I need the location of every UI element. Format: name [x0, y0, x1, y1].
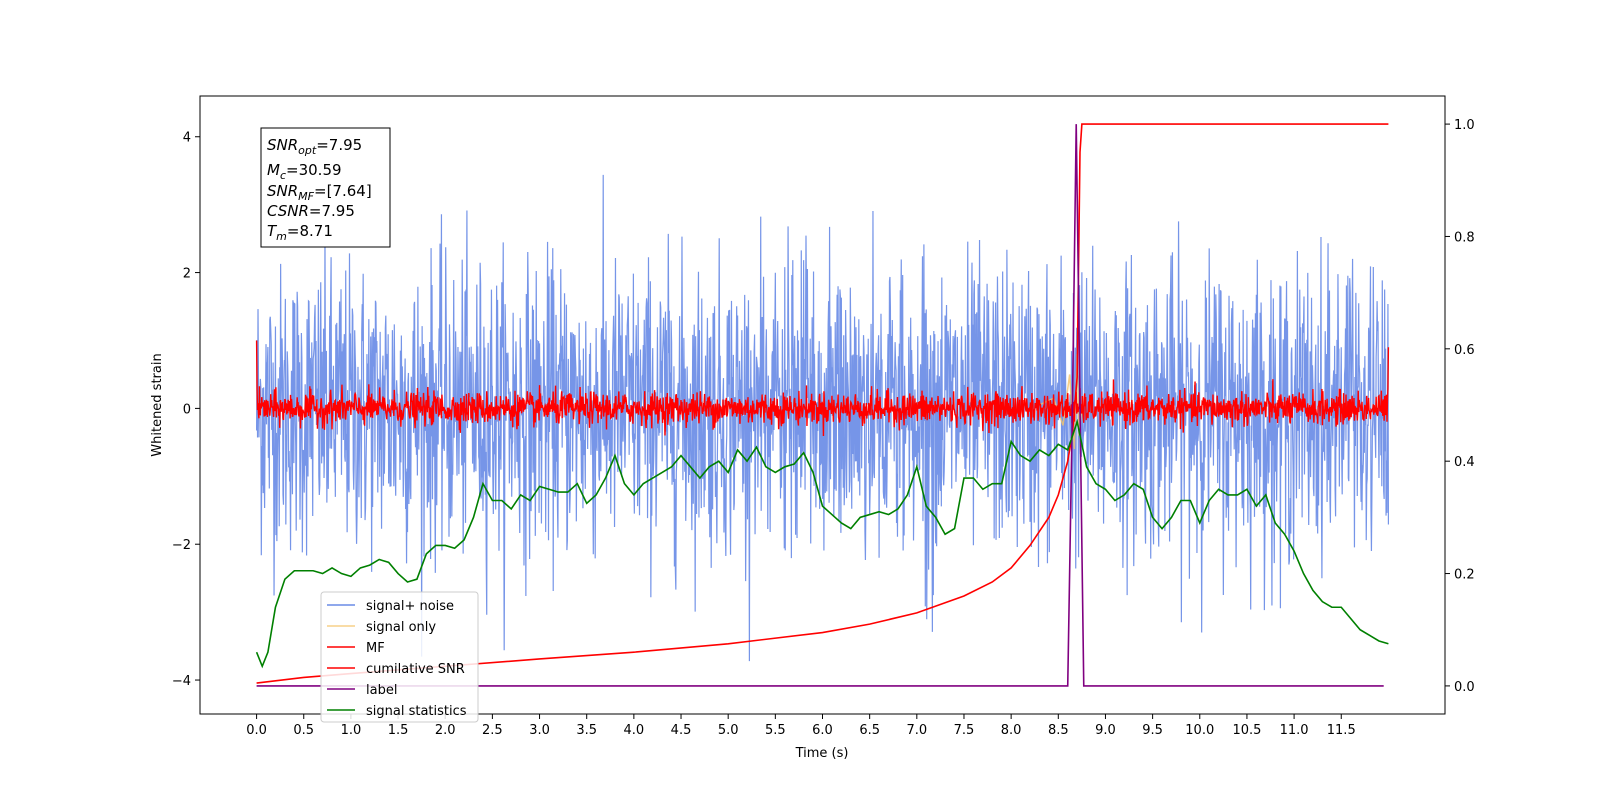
- info-mc: Mc=30.59: [267, 161, 342, 182]
- info-box: SNRopt=7.95 Mc=30.59 SNRMF=[7.64] CSNR=7…: [260, 127, 391, 248]
- series-cumilative-snr: [256, 123, 1389, 684]
- y2-tick-label: 1.0: [1454, 118, 1475, 133]
- series-signal-statistics: [255, 418, 1389, 669]
- x-tick-label: 6.5: [859, 723, 880, 738]
- x-tick-label: 2.0: [435, 723, 456, 738]
- y-axis-left: −4 −2 0 2 4: [172, 131, 200, 689]
- signal-statistics-line: [255, 418, 1389, 669]
- y-tick-label: −2: [172, 538, 191, 553]
- x-tick-label: 2.5: [482, 723, 503, 738]
- x-axis-title: Time (s): [795, 746, 849, 761]
- x-tick-label: 4.5: [671, 723, 692, 738]
- legend-label: cumilative SNR: [366, 662, 465, 677]
- info-tm: Tm=8.71: [267, 222, 333, 243]
- cumilative-snr-line: [256, 123, 1389, 684]
- legend-label: signal+ noise: [366, 599, 454, 614]
- x-tick-label: 7.0: [906, 723, 927, 738]
- legend: signal+ noise signal only MF cumilative SNR…: [320, 591, 479, 723]
- y2-tick-label: 0.2: [1454, 568, 1475, 583]
- mf-line: [255, 340, 1390, 436]
- y2-tick-label: 0.8: [1454, 230, 1475, 245]
- x-tick-label: 4.0: [624, 723, 645, 738]
- legend-label: signal statistics: [366, 704, 467, 719]
- y-tick-label: 2: [183, 267, 191, 282]
- y2-tick-label: 0.4: [1454, 455, 1475, 470]
- y-tick-label: 0: [183, 402, 191, 417]
- legend-label: MF: [366, 641, 385, 656]
- series-mf: [255, 340, 1390, 436]
- x-tick-label: 11.5: [1327, 723, 1356, 738]
- label-line: [256, 124, 1384, 687]
- y-axis-title: Whitened strain: [150, 353, 165, 456]
- x-tick-label: 3.5: [576, 723, 597, 738]
- series-label: [256, 124, 1384, 687]
- x-tick-label: 10.0: [1185, 723, 1214, 738]
- x-tick-label: 1.0: [341, 723, 362, 738]
- info-snr-opt: SNRopt=7.95: [267, 136, 362, 157]
- x-tick-label: 6.0: [812, 723, 833, 738]
- x-tick-label: 10.5: [1232, 723, 1261, 738]
- x-tick-label: 9.5: [1142, 723, 1163, 738]
- y2-tick-label: 0.6: [1454, 343, 1475, 358]
- y-tick-label: 4: [183, 131, 191, 146]
- y-axis-right: 0.0 0.2 0.4 0.6 0.8 1.0: [1445, 118, 1475, 695]
- legend-label: signal only: [366, 620, 436, 635]
- x-tick-label: 0.0: [246, 723, 267, 738]
- x-tick-label: 5.5: [765, 723, 786, 738]
- x-axis: 0.0 0.5 1.0 1.5 2.0 2.5 3.0 3.5 4.0 4.5 5.0 5.5 6.0 6…: [246, 714, 1356, 738]
- x-tick-label: 3.0: [529, 723, 550, 738]
- x-tick-label: 7.5: [954, 723, 975, 738]
- x-tick-label: 5.0: [718, 723, 739, 738]
- y2-tick-label: 0.0: [1454, 680, 1475, 695]
- x-tick-label: 9.0: [1095, 723, 1116, 738]
- info-box-frame: [260, 127, 391, 248]
- x-tick-label: 8.0: [1001, 723, 1022, 738]
- legend-label: label: [366, 683, 397, 698]
- info-csnr: CSNR=7.95: [267, 202, 355, 220]
- legend-frame: [320, 591, 479, 723]
- x-tick-label: 1.5: [388, 723, 409, 738]
- info-snr-mf: SNRMF=[7.64]: [267, 182, 372, 203]
- legend-items: signal+ noise signal only MF cumilative SNR…: [327, 599, 467, 719]
- x-tick-label: 0.5: [293, 723, 314, 738]
- x-tick-label: 8.5: [1048, 723, 1069, 738]
- y-tick-label: −4: [172, 674, 191, 689]
- x-tick-label: 11.0: [1280, 723, 1309, 738]
